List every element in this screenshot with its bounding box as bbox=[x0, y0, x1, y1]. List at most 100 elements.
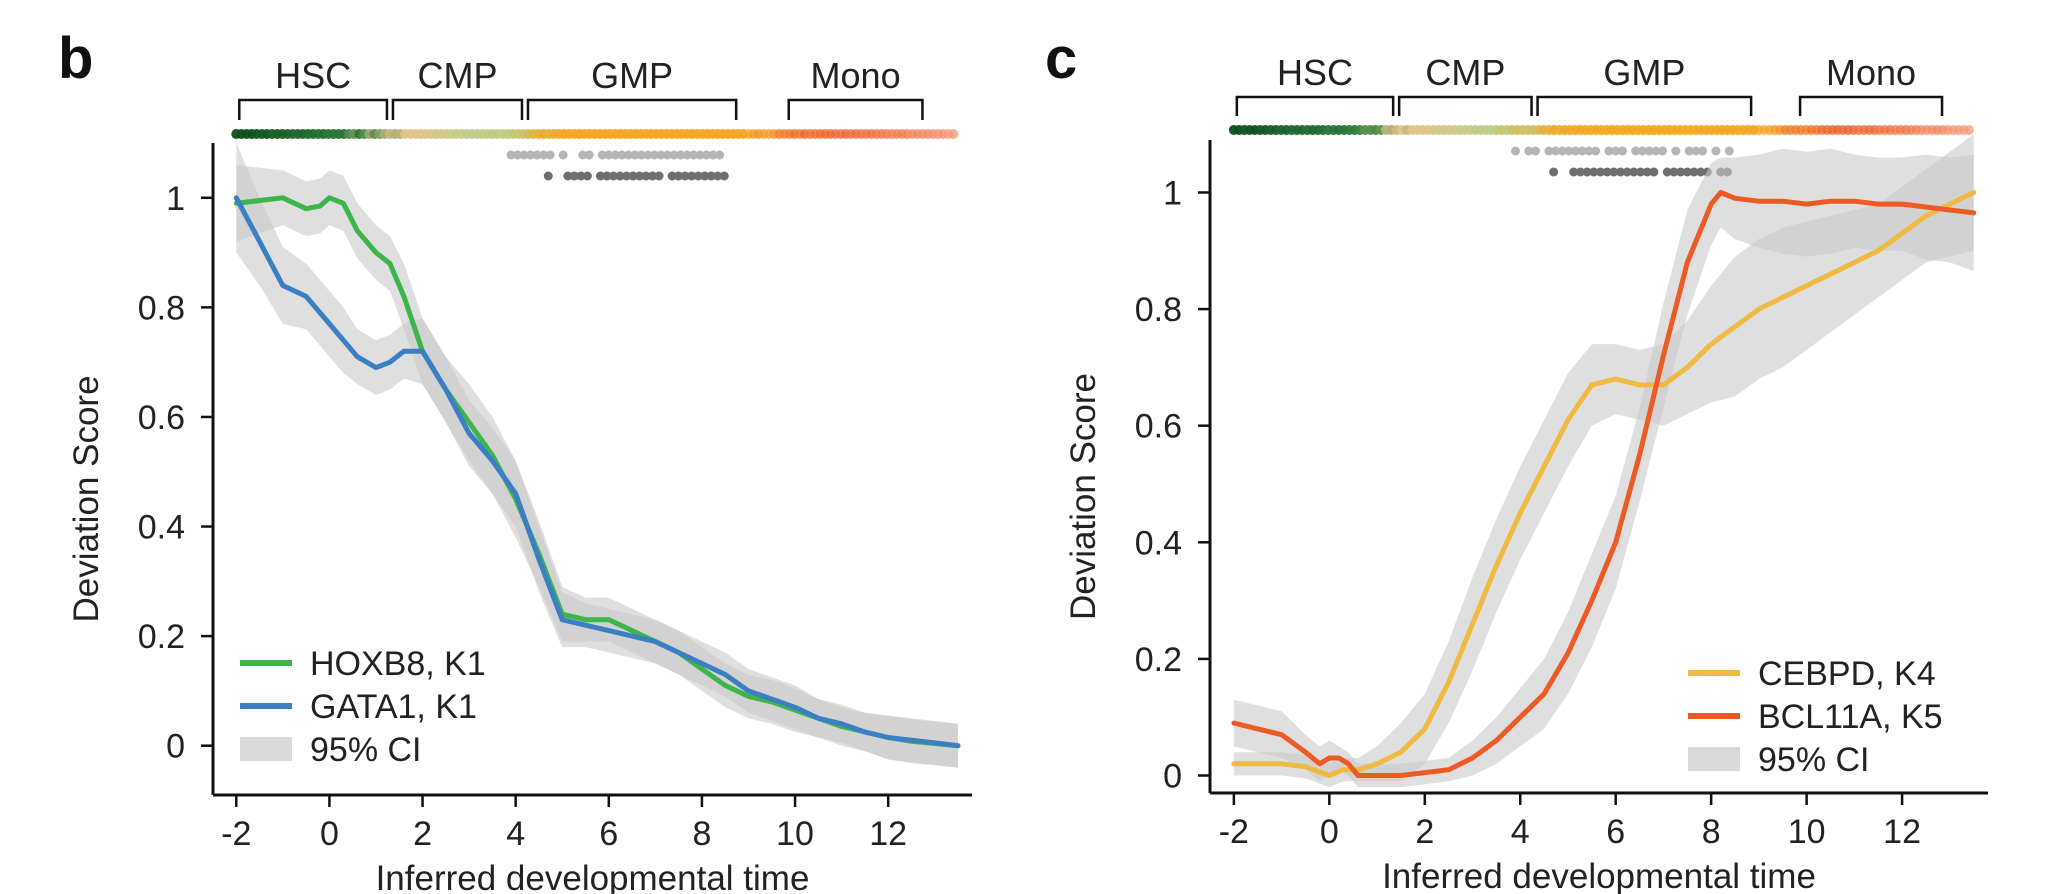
legend-swatch-ci bbox=[1688, 747, 1740, 771]
cell-dot-dark bbox=[1622, 167, 1632, 177]
legend-label: HOXB8, K1 bbox=[310, 645, 486, 683]
cell-dot-gray bbox=[656, 150, 666, 160]
x-tick-label: 2 bbox=[1415, 813, 1434, 851]
stage-label: Mono bbox=[1826, 52, 1916, 93]
cell-dot-dark bbox=[654, 171, 664, 181]
cell-dot-gray bbox=[1591, 146, 1601, 156]
cell-dot-dark bbox=[687, 171, 697, 181]
cell-dot-gray bbox=[1671, 146, 1681, 156]
y-tick-label: 0 bbox=[166, 728, 185, 766]
cell-dot-gray bbox=[649, 150, 659, 160]
legend: CEBPD, K4 BCL11A, K5 95% CI bbox=[1688, 655, 1943, 779]
cell-dot-gray bbox=[702, 150, 712, 160]
cell-dot-gray bbox=[584, 150, 594, 160]
cell-dot-dark bbox=[693, 171, 703, 181]
x-tick-label: 0 bbox=[1320, 813, 1339, 851]
cell-dot-gray bbox=[1617, 146, 1627, 156]
legend: HOXB8, K1 GATA1, K1 95% CI bbox=[240, 645, 486, 769]
cell-dot-dark bbox=[1636, 167, 1646, 177]
y-tick-label: 0.2 bbox=[138, 618, 185, 656]
stage-label: GMP bbox=[1603, 52, 1685, 93]
y-tick-label: 0.4 bbox=[138, 509, 185, 547]
stage-label: Mono bbox=[811, 55, 901, 96]
cell-dot-gray bbox=[643, 150, 653, 160]
cell-dot-gray bbox=[1524, 146, 1534, 156]
cell-dot-dark bbox=[608, 171, 618, 181]
y-tick-label: 0.8 bbox=[1135, 291, 1182, 329]
cell-dot-gray bbox=[617, 150, 627, 160]
cell-dot-gray bbox=[1684, 146, 1694, 156]
cell-dot-strip bbox=[1228, 125, 1974, 177]
cell-dot-dark bbox=[674, 171, 684, 181]
legend-label: 95% CI bbox=[310, 731, 422, 769]
panel-label: b bbox=[58, 26, 93, 91]
series-line-1 bbox=[1231, 190, 1977, 778]
cell-dot-gray bbox=[558, 150, 568, 160]
cell-dot-dark bbox=[713, 171, 723, 181]
cell-dot-dark bbox=[719, 171, 729, 181]
cell-dot-gray bbox=[715, 150, 725, 160]
stage-bracket bbox=[391, 98, 524, 120]
ci-band-1 bbox=[1233, 148, 1974, 788]
cell-dot-gray bbox=[513, 150, 523, 160]
cell-dot-gray bbox=[689, 150, 699, 160]
cell-dot bbox=[1963, 125, 1974, 135]
stage-label: CMP bbox=[1425, 52, 1505, 93]
x-tick-label: 12 bbox=[1883, 813, 1921, 851]
stage-label: GMP bbox=[591, 55, 673, 96]
y-tick-label: 0.6 bbox=[138, 399, 185, 437]
cell-dot-gray bbox=[676, 150, 686, 160]
stage-bracket bbox=[526, 98, 738, 120]
panel-b: b HSC CMP GMP Mono -2 0 2 4 6 8 10 12 0 0.2 0.4 0.6 0.8 1 I… bbox=[58, 26, 972, 894]
cell-dot-dark bbox=[667, 171, 677, 181]
ci-band-0 bbox=[236, 164, 959, 768]
stage-bracket bbox=[1397, 95, 1533, 116]
cell-dot-dark bbox=[1602, 167, 1612, 177]
cell-dot-dark bbox=[648, 171, 658, 181]
x-tick-label: 8 bbox=[1702, 813, 1721, 851]
cell-dot-gray bbox=[1644, 146, 1654, 156]
cell-dot-dark bbox=[1549, 167, 1559, 177]
cell-dot-dark bbox=[1689, 167, 1699, 177]
panel-c: c HSC CMP GMP Mono -2 0 2 4 6 8 10 12 0 0.2 0.4 0.6 0.8 1 I… bbox=[1045, 26, 1988, 894]
cell-dot-gray bbox=[695, 150, 705, 160]
cell-dot-dark bbox=[621, 171, 631, 181]
cell-dot-dark bbox=[563, 171, 573, 181]
cell-dot-dark bbox=[700, 171, 710, 181]
y-tick-label: 1 bbox=[166, 180, 185, 218]
cell-dot-gray bbox=[1637, 146, 1647, 156]
cell-dot-dark bbox=[1609, 167, 1619, 177]
cell-dot-gray bbox=[532, 150, 542, 160]
cell-dot-dark bbox=[1582, 167, 1592, 177]
cell-dot-gray bbox=[708, 150, 718, 160]
cell-dot-gray bbox=[1611, 146, 1621, 156]
x-tick-label: 2 bbox=[413, 815, 432, 853]
cell-dot-dark bbox=[1696, 167, 1706, 177]
x-tick-label: 10 bbox=[776, 815, 814, 853]
cell-dot-gray bbox=[1691, 146, 1701, 156]
y-tick-label: 0.6 bbox=[1135, 408, 1182, 446]
y-tick-label: 0 bbox=[1163, 758, 1182, 796]
cell-dot-gray bbox=[1510, 146, 1520, 156]
y-tick-label: 0.4 bbox=[1135, 524, 1182, 562]
cell-dot-dark bbox=[1615, 167, 1625, 177]
cell-dot-gray bbox=[1531, 146, 1541, 156]
cell-dot-dark bbox=[628, 171, 638, 181]
cell-dot-gray bbox=[1557, 146, 1567, 156]
x-axis-title: Inferred developmental time bbox=[376, 859, 810, 894]
cell-dot-gray bbox=[1544, 146, 1554, 156]
x-tick-label: 4 bbox=[506, 815, 525, 853]
cell-dot-dark bbox=[1595, 167, 1605, 177]
cell-dot-gray bbox=[1604, 146, 1614, 156]
stage-bracket bbox=[1798, 95, 1944, 116]
cell-dot-gray bbox=[636, 150, 646, 160]
cell-dot-gray bbox=[526, 150, 536, 160]
legend-swatch-ci bbox=[240, 737, 292, 761]
legend-label: CEBPD, K4 bbox=[1758, 655, 1936, 693]
cell-dot-gray bbox=[630, 150, 640, 160]
cell-dot-dark bbox=[1642, 167, 1652, 177]
cell-dot-gray bbox=[662, 150, 672, 160]
cell-dot-dark bbox=[1682, 167, 1692, 177]
cell-dot-gray bbox=[610, 150, 620, 160]
